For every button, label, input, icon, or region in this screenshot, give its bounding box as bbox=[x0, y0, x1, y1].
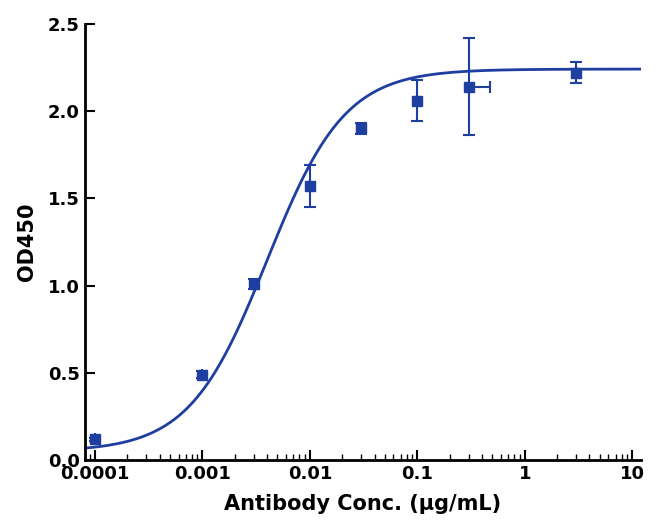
Y-axis label: OD450: OD450 bbox=[17, 203, 36, 281]
X-axis label: Antibody Conc. (μg/mL): Antibody Conc. (μg/mL) bbox=[224, 494, 501, 515]
